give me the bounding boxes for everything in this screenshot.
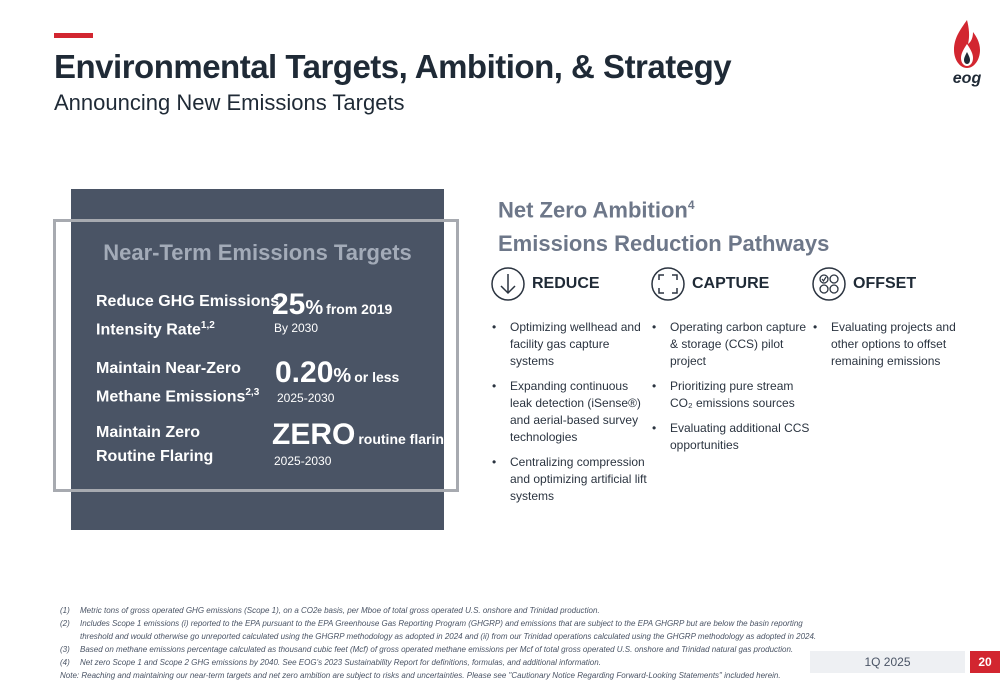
bullet-item: Operating carbon capture & storage (CCS)… xyxy=(650,319,810,370)
target-value-unit: % xyxy=(305,297,324,319)
targets-panel xyxy=(71,189,444,530)
target-period-flaring: 2025-2030 xyxy=(274,454,332,468)
ambition-line1-text: Net Zero Ambition xyxy=(498,197,688,223)
pathway-title: OFFSET xyxy=(853,275,917,292)
title-accent-bar xyxy=(54,33,93,38)
capture-frame-icon xyxy=(651,267,685,301)
target-label-line2: Routine Flaring xyxy=(96,445,213,469)
target-value-methane: 0.20% or less xyxy=(275,356,399,390)
disclaimer-note: Note: Reaching and maintaining our near-… xyxy=(60,671,781,680)
bullet-item: Centralizing compression and optimizing … xyxy=(490,454,650,505)
targets-panel-frame xyxy=(53,219,459,492)
target-label-line2-text: Methane Emissions xyxy=(96,388,246,406)
page-title: Environmental Targets, Ambition, & Strat… xyxy=(54,48,732,85)
bullet-item: Evaluating projects and other options to… xyxy=(811,319,971,370)
target-label-line1: Maintain Near-Zero xyxy=(96,360,241,377)
target-value-suffix: routine flaring xyxy=(358,431,453,447)
eog-logo: eog xyxy=(946,18,988,90)
bullet-item: Optimizing wellhead and facility gas cap… xyxy=(490,319,650,370)
ambition-line2: Emissions Reduction Pathways xyxy=(498,231,830,257)
footnotes: (1) Metric tons of gross operated GHG emi… xyxy=(60,604,820,682)
target-label-line1: Reduce GHG Emissions xyxy=(96,293,280,310)
page-subtitle: Announcing New Emissions Targets xyxy=(54,90,405,115)
target-value-number: 25 xyxy=(272,288,306,321)
target-value-ghg: 25% from 2019 xyxy=(272,288,392,322)
pathway-bullets: Optimizing wellhead and facility gas cap… xyxy=(490,319,650,505)
footnote-1: (1) Metric tons of gross operated GHG emi… xyxy=(60,604,820,617)
pathway-bullets: Evaluating projects and other options to… xyxy=(811,319,971,370)
target-label-ghg: Reduce GHG Emissions Intensity Rate1,2 xyxy=(96,290,279,342)
footnote-ref: 2,3 xyxy=(245,387,260,398)
footnote-ref: 4 xyxy=(687,198,695,212)
target-value-number: 0.20 xyxy=(275,356,334,389)
bullet-item: Prioritizing pure stream CO₂ emissions s… xyxy=(650,378,810,412)
target-label-line2-text: Routine Flaring xyxy=(96,448,214,465)
ambition-heading: Net Zero Ambition4 Emissions Reduction P… xyxy=(498,188,829,261)
footnote-text: Based on methane emissions percentage ca… xyxy=(80,645,794,654)
target-label-methane: Maintain Near-Zero Methane Emissions2,3 xyxy=(96,357,259,409)
footnote-3: (3) Based on methane emissions percentage… xyxy=(60,643,820,656)
target-label-flaring: Maintain Zero Routine Flaring xyxy=(96,421,213,469)
pathway-capture: CAPTURE Operating carbon capture & stora… xyxy=(650,263,810,462)
target-period-ghg: By 2030 xyxy=(274,321,319,335)
pathway-header: OFFSET xyxy=(811,263,971,305)
target-period-methane: 2025-2030 xyxy=(277,391,335,405)
footnote-number: (2) xyxy=(60,619,70,628)
target-value-unit: % xyxy=(333,365,352,387)
page-number: 20 xyxy=(970,651,1000,673)
target-value-number: ZERO xyxy=(272,418,356,451)
footnote-text: Includes Scope 1 emissions (i) reported … xyxy=(80,619,817,641)
bullet-item: Expanding continuous leak detection (iSe… xyxy=(490,378,650,446)
pathway-title: REDUCE xyxy=(532,275,600,292)
pathway-title: CAPTURE xyxy=(692,275,770,292)
target-value-suffix: or less xyxy=(354,369,400,385)
flame-icon xyxy=(954,20,980,68)
down-arrow-circle-icon xyxy=(491,267,525,301)
footnote-number: (1) xyxy=(60,606,70,615)
footnote-4: (4) Net zero Scope 1 and Scope 2 GHG emis… xyxy=(60,656,820,669)
footnote-2: (2) Includes Scope 1 emissions (i) report… xyxy=(60,617,820,643)
date-label: 1Q 2025 xyxy=(810,651,965,673)
target-label-line2: Intensity Rate1,2 xyxy=(96,314,279,342)
footnote-ref: 1,2 xyxy=(200,320,215,331)
pathway-reduce: REDUCE Optimizing wellhead and facility … xyxy=(490,263,650,513)
target-label-line1: Maintain Zero xyxy=(96,424,201,441)
footnote-number: (4) xyxy=(60,658,70,667)
target-value-suffix: from 2019 xyxy=(326,301,393,317)
target-label-line2-text: Intensity Rate xyxy=(96,321,201,339)
logo-text: eog xyxy=(952,70,982,87)
footnote-number: (3) xyxy=(60,645,70,654)
target-label-line2: Methane Emissions2,3 xyxy=(96,381,259,409)
targets-panel-title: Near-Term Emissions Targets xyxy=(103,240,412,265)
pathway-header: REDUCE xyxy=(490,263,650,305)
target-value-flaring: ZERO routine flaring xyxy=(272,418,452,452)
pathway-offset: OFFSET Evaluating projects and other opt… xyxy=(811,263,971,378)
footnote-text: Metric tons of gross operated GHG emissi… xyxy=(80,606,600,615)
pathway-header: CAPTURE xyxy=(650,263,810,305)
pathway-bullets: Operating carbon capture & storage (CCS)… xyxy=(650,319,810,454)
bullet-item: Evaluating additional CCS opportunities xyxy=(650,420,810,454)
offset-circles-icon xyxy=(812,267,846,301)
ambition-line1: Net Zero Ambition4 xyxy=(498,188,829,227)
footnote-text: Net zero Scope 1 and Scope 2 GHG emissio… xyxy=(80,658,601,667)
